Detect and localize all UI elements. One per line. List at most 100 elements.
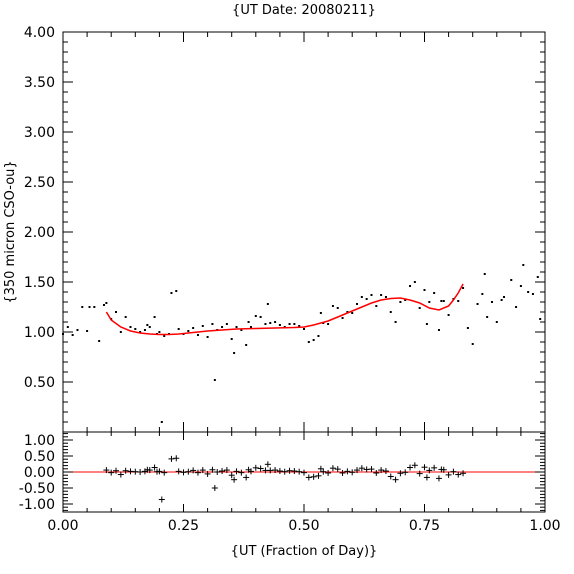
residual-data-point xyxy=(211,485,218,491)
residual-data-point xyxy=(209,466,216,473)
residual-data-point xyxy=(329,465,336,472)
residual-data-point xyxy=(291,468,298,475)
residual-data-point xyxy=(320,468,327,475)
residual-y-tick-label: -0.50 xyxy=(19,481,55,497)
flux-data-point xyxy=(409,285,412,287)
residual-data-point xyxy=(185,468,192,475)
flux-data-point xyxy=(365,298,368,300)
flux-data-point xyxy=(225,323,228,325)
flux-y-tick-label: 1.00 xyxy=(24,325,55,341)
flux-data-point xyxy=(462,287,465,289)
flux-data-point xyxy=(221,326,224,328)
flux-data-point xyxy=(175,290,178,292)
flux-data-point xyxy=(254,315,257,317)
residual-data-point xyxy=(190,467,197,474)
residual-y-tick-label: 0.00 xyxy=(24,465,55,481)
residual-data-point xyxy=(199,467,206,474)
residual-data-point xyxy=(219,468,226,475)
flux-data-point xyxy=(404,299,407,301)
flux-y-tick-label: 4.00 xyxy=(24,25,55,41)
residual-data-point xyxy=(158,496,165,503)
flux-data-point xyxy=(442,300,445,302)
flux-data-point xyxy=(539,318,542,320)
flux-data-point xyxy=(317,335,320,337)
residual-data-point xyxy=(113,467,120,474)
residual-data-point xyxy=(228,472,235,479)
flux-data-point xyxy=(307,341,310,343)
x-tick-label: 0.75 xyxy=(409,518,440,534)
flux-fit-curve xyxy=(105,283,464,336)
flux-data-point xyxy=(433,292,436,294)
residual-data-point xyxy=(358,465,365,472)
x-axis-title: {UT (Fraction of Day)} xyxy=(231,544,378,559)
flux-data-point xyxy=(303,328,305,330)
residual-data-point xyxy=(455,471,462,478)
flux-data-point xyxy=(88,306,91,308)
residual-data-point xyxy=(276,468,283,475)
residual-data-point xyxy=(445,471,452,478)
flux-data-point xyxy=(298,325,301,327)
flux-data-point xyxy=(71,334,74,336)
residual-data-point xyxy=(272,467,279,474)
flux-data-point xyxy=(187,330,190,332)
flux-data-point xyxy=(66,326,69,328)
flux-data-point xyxy=(331,305,334,307)
flux-data-point xyxy=(394,321,397,323)
flux-data-point xyxy=(247,321,250,323)
flux-data-point xyxy=(206,336,209,338)
flux-data-point xyxy=(146,324,149,326)
residual-data-point xyxy=(194,469,201,476)
residual-data-point xyxy=(460,470,467,477)
flux-data-point xyxy=(384,296,387,298)
flux-data-point xyxy=(158,331,161,333)
residual-data-point xyxy=(151,464,158,471)
residual-data-point xyxy=(156,468,163,475)
flux-data-point xyxy=(490,301,493,303)
flux-data-point xyxy=(177,328,180,330)
flux-data-point xyxy=(293,323,296,325)
flux-data-point xyxy=(425,323,428,325)
flux-data-point xyxy=(249,326,252,328)
flux-data-point xyxy=(245,344,248,346)
residual-data-point xyxy=(305,474,312,481)
flux-data-point xyxy=(76,329,79,331)
residual-data-point xyxy=(281,468,288,475)
flux-y-tick-label: 1.50 xyxy=(24,275,55,291)
flux-data-point xyxy=(336,307,339,309)
residual-y-tick-labels: 1.000.500.00-0.50-1.00 xyxy=(19,433,55,513)
flux-data-point xyxy=(389,311,392,313)
flux-data-point xyxy=(500,299,503,301)
flux-data-point xyxy=(531,293,534,295)
flux-data-point xyxy=(163,335,166,337)
flux-data-point xyxy=(278,324,281,326)
residual-data-point xyxy=(180,469,187,476)
flux-data-point xyxy=(351,312,354,314)
residual-data-point xyxy=(421,464,428,471)
flux-data-point xyxy=(356,303,359,305)
flux-data-point xyxy=(428,301,431,303)
residual-data-point xyxy=(161,469,168,476)
residual-data-point xyxy=(373,469,380,476)
flux-data-point xyxy=(481,293,484,295)
residual-data-point xyxy=(382,468,389,475)
residual-data-point xyxy=(103,467,110,474)
flux-data-point xyxy=(134,328,137,330)
flux-data-point xyxy=(259,316,262,318)
flux-data-point xyxy=(129,326,132,328)
flux-data-point xyxy=(98,340,101,342)
flux-y-tick-label: 2.00 xyxy=(24,225,55,241)
flux-data-point xyxy=(519,285,522,287)
flux-data-point xyxy=(153,316,156,318)
residual-y-tick-label: 0.50 xyxy=(24,449,55,465)
flux-data-point xyxy=(503,296,506,298)
residual-data-point xyxy=(233,468,240,475)
residual-data-point xyxy=(435,475,442,482)
residual-data-point xyxy=(296,468,303,475)
flux-data-point xyxy=(327,323,330,325)
residual-y-tick-label: 1.00 xyxy=(24,433,55,449)
flux-data-point xyxy=(62,333,64,335)
residual-data-point xyxy=(423,474,430,481)
flux-y-tick-label: 0.50 xyxy=(24,375,55,391)
residual-data-point xyxy=(175,468,182,475)
residual-data-point xyxy=(310,473,317,480)
